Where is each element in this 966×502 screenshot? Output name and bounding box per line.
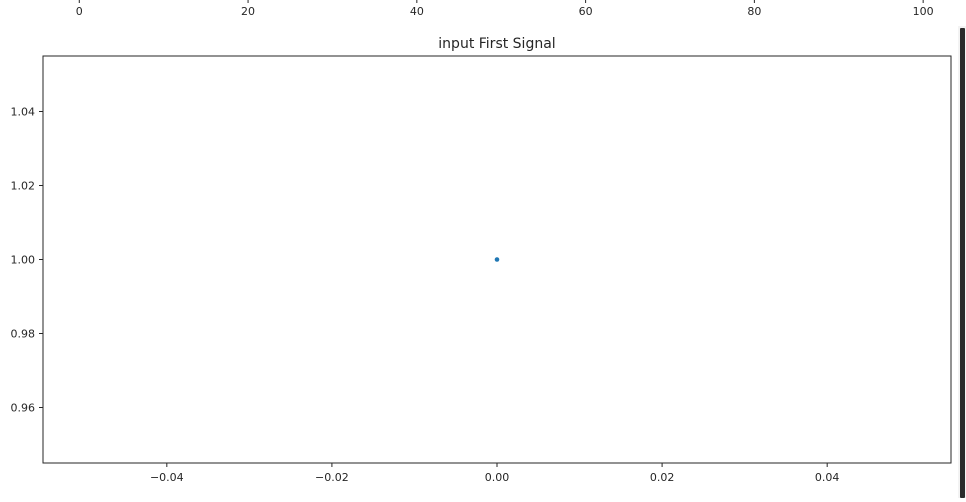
data-point xyxy=(494,257,500,262)
top-x-tick-label: 60 xyxy=(579,5,593,18)
y-tick-label: 1.00 xyxy=(11,254,36,267)
data-points xyxy=(494,257,500,262)
top-x-tick-label: 40 xyxy=(410,5,424,18)
x-tick-label: 0.04 xyxy=(815,471,840,484)
top-x-tick-label: 100 xyxy=(913,5,934,18)
y-tick-label: 1.02 xyxy=(11,180,36,193)
output-scrollbar-thumb[interactable] xyxy=(960,28,965,498)
top-x-tick-label: 20 xyxy=(241,5,255,18)
top-x-tick-label: 0 xyxy=(76,5,83,18)
chart-title: input First Signal xyxy=(438,36,555,52)
y-tick-label: 1.04 xyxy=(11,106,36,119)
x-tick-label: −0.02 xyxy=(315,471,349,484)
x-tick-label: −0.04 xyxy=(150,471,184,484)
y-tick-label: 0.98 xyxy=(11,328,36,341)
x-axis: −0.04 −0.02 0.00 0.02 0.04 xyxy=(150,463,839,484)
y-tick-label: 0.96 xyxy=(11,402,36,415)
y-axis: 0.96 0.98 1.00 1.02 1.04 xyxy=(11,106,43,415)
previous-plot-x-axis: 0 20 40 60 80 100 xyxy=(76,0,934,18)
x-tick-label: 0.00 xyxy=(485,471,510,484)
x-tick-label: 0.02 xyxy=(650,471,675,484)
top-x-tick-label: 80 xyxy=(747,5,761,18)
